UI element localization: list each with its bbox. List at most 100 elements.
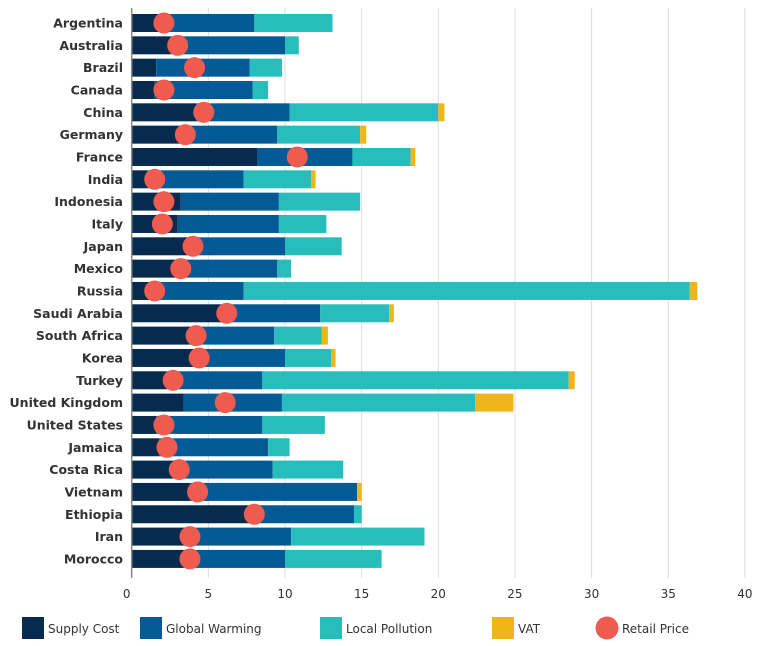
- x-tick-label: 10: [277, 587, 292, 601]
- retail-price-marker: [153, 12, 175, 34]
- category-label: Jamaica: [67, 440, 123, 455]
- category-label: Saudi Arabia: [33, 306, 123, 321]
- bar-global-warming: [220, 304, 321, 323]
- bar-local-pollution: [277, 125, 361, 144]
- category-label: Vietnam: [64, 484, 123, 499]
- category-label: South Africa: [36, 328, 123, 343]
- bar-global-warming: [170, 14, 255, 32]
- bar-vat: [311, 170, 316, 189]
- legend-swatch: [22, 617, 44, 639]
- retail-price-marker: [243, 503, 265, 525]
- bar-global-warming: [249, 505, 354, 524]
- bar-global-warming: [196, 103, 290, 122]
- category-label: Italy: [92, 216, 124, 231]
- retail-price-marker: [187, 481, 209, 503]
- legend: Supply Cost Global Warming Local Pollution…: [22, 616, 689, 640]
- bar-global-warming: [170, 36, 285, 55]
- bar-local-pollution: [243, 170, 312, 189]
- category-label: Germany: [60, 127, 123, 142]
- bar-supply-cost: [131, 549, 184, 568]
- bar-local-pollution: [320, 304, 390, 323]
- bar-local-pollution: [353, 505, 362, 524]
- retail-price-marker: [168, 459, 190, 481]
- category-label: Indonesia: [54, 194, 123, 209]
- category-label: Australia: [59, 38, 123, 53]
- bar-supply-cost: [131, 36, 171, 55]
- bar-supply-cost: [131, 438, 160, 457]
- bar-local-pollution: [268, 438, 290, 457]
- retail-price-marker: [153, 79, 175, 101]
- retail-price-marker: [153, 414, 175, 436]
- bar-supply-cost: [131, 326, 192, 345]
- bar-global-warming: [191, 326, 275, 345]
- category-label: United Kingdom: [10, 395, 123, 410]
- bar-local-pollution: [254, 14, 333, 32]
- bar-local-pollution: [277, 259, 292, 278]
- bar-vat: [357, 482, 362, 501]
- legend-label: Retail Price: [622, 622, 689, 636]
- category-label: Japan: [83, 239, 123, 254]
- bar-vat: [321, 326, 328, 345]
- legend-swatch: [140, 617, 162, 639]
- retail-price-marker: [216, 302, 238, 324]
- legend-label: Global Warming: [166, 622, 262, 636]
- category-label: Costa Rica: [49, 462, 123, 477]
- bar-global-warming: [180, 125, 278, 144]
- bar-supply-cost: [131, 393, 184, 412]
- bar-vat: [475, 393, 514, 412]
- bar-global-warming: [154, 80, 253, 99]
- bar-local-pollution: [352, 147, 411, 166]
- category-label: United States: [27, 417, 123, 432]
- bar-local-pollution: [262, 371, 569, 390]
- bar-local-pollution: [274, 326, 322, 345]
- bar-global-warming: [166, 371, 263, 390]
- x-tick-label: 40: [737, 587, 752, 601]
- bar-global-warming: [173, 460, 273, 479]
- bar-vat: [568, 371, 575, 390]
- category-label: China: [83, 105, 123, 120]
- bar-global-warming: [186, 527, 292, 546]
- bar-supply-cost: [131, 415, 157, 434]
- bar-local-pollution: [278, 192, 361, 211]
- bar-supply-cost: [131, 482, 190, 501]
- bar-vat: [389, 304, 394, 323]
- x-tick-label: 5: [205, 587, 213, 601]
- x-tick-label: 15: [354, 587, 369, 601]
- retail-price-marker: [162, 369, 184, 391]
- bar-local-pollution: [278, 214, 327, 233]
- category-label: Korea: [82, 350, 123, 365]
- retail-price-marker: [174, 124, 196, 146]
- bar-global-warming: [159, 438, 269, 457]
- bar-supply-cost: [131, 103, 197, 122]
- retail-price-marker: [179, 526, 201, 548]
- bar-local-pollution: [285, 237, 342, 256]
- retail-price-marker: [156, 436, 178, 458]
- bar-local-pollution: [272, 460, 344, 479]
- retail-price-marker: [182, 235, 204, 257]
- bar-global-warming: [147, 170, 244, 189]
- bar-global-warming: [189, 482, 358, 501]
- bar-supply-cost: [131, 259, 177, 278]
- bar-local-pollution: [285, 549, 382, 568]
- bar-local-pollution: [249, 58, 282, 77]
- retail-price-marker: [188, 347, 210, 369]
- bar-local-pollution: [262, 415, 325, 434]
- bar-vat: [438, 103, 445, 122]
- bar-vat: [410, 147, 416, 166]
- retail-price-marker: [144, 280, 166, 302]
- bar-local-pollution: [285, 36, 299, 55]
- x-tick-label: 35: [661, 587, 676, 601]
- legend-swatch: [492, 617, 514, 639]
- bar-local-pollution: [281, 393, 476, 412]
- bar-supply-cost: [131, 170, 148, 189]
- x-tick-label: 25: [507, 587, 522, 601]
- legend-marker: [595, 616, 619, 640]
- bar-supply-cost: [131, 58, 157, 77]
- retail-price-marker: [184, 57, 206, 79]
- x-tick-labels: 0 5 10 15 20 25 30 35 40: [123, 587, 753, 601]
- bar-supply-cost: [131, 505, 250, 524]
- bar-supply-cost: [131, 237, 190, 256]
- category-label: Iran: [95, 529, 123, 544]
- bar-supply-cost: [131, 527, 187, 546]
